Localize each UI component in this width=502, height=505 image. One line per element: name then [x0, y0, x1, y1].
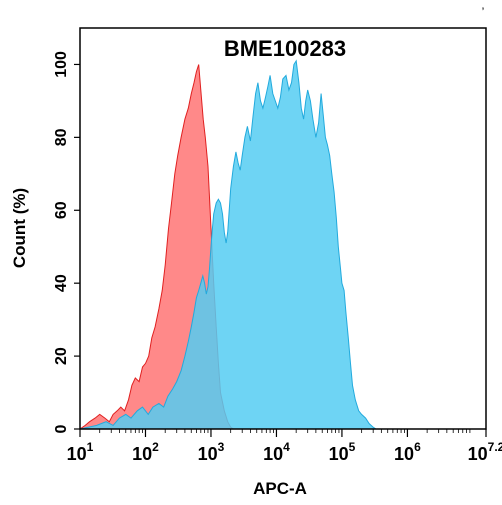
y-tick-label: 80: [53, 128, 70, 146]
x-axis-label: APC-A: [253, 479, 307, 498]
series-layer: [78, 59, 378, 430]
x-tick-label: 105: [329, 440, 356, 464]
corner-mark: ’: [482, 5, 485, 19]
x-tick-label: 101: [67, 440, 94, 464]
y-tick-label: 0: [53, 424, 70, 433]
histogram-series-2: [79, 59, 378, 430]
y-axis-label: Count (%): [10, 188, 29, 268]
x-tick-label: 107.2: [468, 440, 502, 464]
chart-title: BME100283: [224, 36, 346, 61]
y-tick-label: 100: [53, 51, 70, 78]
y-tick-label: 20: [53, 347, 70, 365]
y-tick-label: 60: [53, 201, 70, 219]
x-tick-label: 102: [132, 440, 159, 464]
y-tick-label: 40: [53, 274, 70, 292]
x-axis: 101 102 103 104 105 106 107.2: [67, 429, 502, 464]
x-tick-label: 106: [394, 440, 421, 464]
x-tick-label: 103: [198, 440, 225, 464]
x-tick-label: 104: [263, 440, 290, 464]
y-axis: 0 20 40 60 80 100: [53, 51, 80, 433]
plot-frame: [79, 27, 487, 430]
